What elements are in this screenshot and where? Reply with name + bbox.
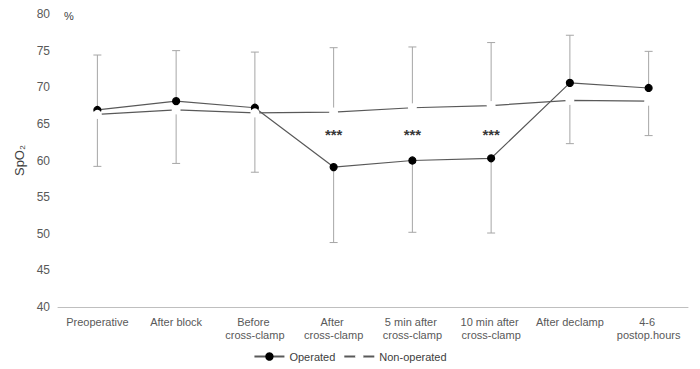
svg-text:60: 60 (37, 154, 51, 168)
svg-text:40: 40 (37, 300, 51, 314)
svg-text:70: 70 (37, 80, 51, 94)
svg-text:65: 65 (37, 117, 51, 131)
svg-text:cross-clamp: cross-clamp (304, 329, 363, 341)
svg-text:75: 75 (37, 44, 51, 58)
svg-text:After block: After block (150, 316, 202, 328)
svg-text:cross-clamp: cross-clamp (225, 329, 284, 341)
svg-text:After: After (320, 316, 346, 328)
svg-text:cross-clamp: cross-clamp (461, 329, 520, 341)
svg-text:Operated: Operated (289, 351, 335, 363)
svg-text:%: % (64, 10, 74, 22)
svg-text:45: 45 (37, 263, 51, 277)
svg-text:***: *** (325, 126, 343, 143)
svg-text:SpO₂: SpO₂ (12, 145, 27, 176)
svg-text:4-6: 4-6 (639, 316, 658, 328)
svg-text:55: 55 (37, 190, 51, 204)
svg-text:Before: Before (237, 316, 272, 328)
svg-text:After declamp: After declamp (536, 316, 604, 328)
svg-text:10 min after: 10 min after (461, 316, 522, 328)
svg-text:postop.hours: postop.hours (617, 329, 681, 341)
svg-text:***: *** (482, 126, 500, 143)
svg-text:***: *** (404, 126, 422, 143)
svg-text:Non-operated: Non-operated (379, 351, 446, 363)
svg-text:50: 50 (37, 227, 51, 241)
svg-text:80: 80 (37, 7, 51, 21)
svg-text:Preoperative: Preoperative (66, 316, 128, 328)
svg-text:cross-clamp: cross-clamp (383, 329, 442, 341)
svg-text:5 min after: 5 min after (385, 316, 440, 328)
